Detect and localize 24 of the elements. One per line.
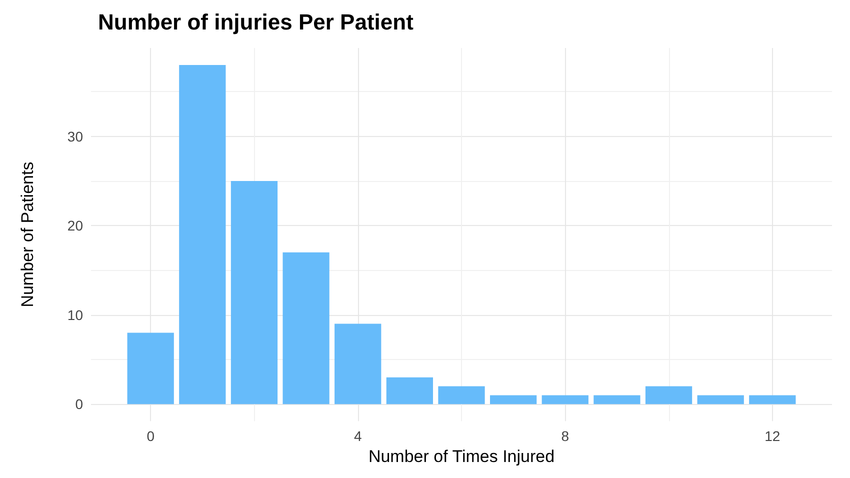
bar	[179, 64, 226, 404]
bar	[334, 324, 382, 404]
y-axis-title: Number of Patients	[18, 162, 37, 308]
bar	[386, 377, 433, 404]
bar	[749, 395, 796, 404]
x-axis-title: Number of Times Injured	[368, 447, 555, 466]
bar	[542, 395, 588, 404]
bar	[230, 180, 278, 404]
bar	[127, 332, 174, 404]
x-tick-label: 8	[561, 428, 570, 444]
bar	[282, 252, 330, 404]
y-tick-label: 10	[67, 306, 84, 323]
y-tick-label: 0	[75, 396, 84, 412]
y-tick-label: 20	[67, 218, 84, 234]
y-tick-label: 30	[67, 128, 84, 144]
chart-title: Number of injuries Per Patient	[98, 10, 414, 34]
x-tick-label: 0	[146, 428, 155, 444]
bar	[594, 395, 640, 404]
bar	[490, 395, 537, 404]
x-tick-label: 4	[354, 428, 362, 444]
bar	[438, 386, 485, 404]
x-tick-label: 12	[764, 428, 780, 444]
bar	[697, 395, 744, 404]
bar	[645, 386, 692, 404]
